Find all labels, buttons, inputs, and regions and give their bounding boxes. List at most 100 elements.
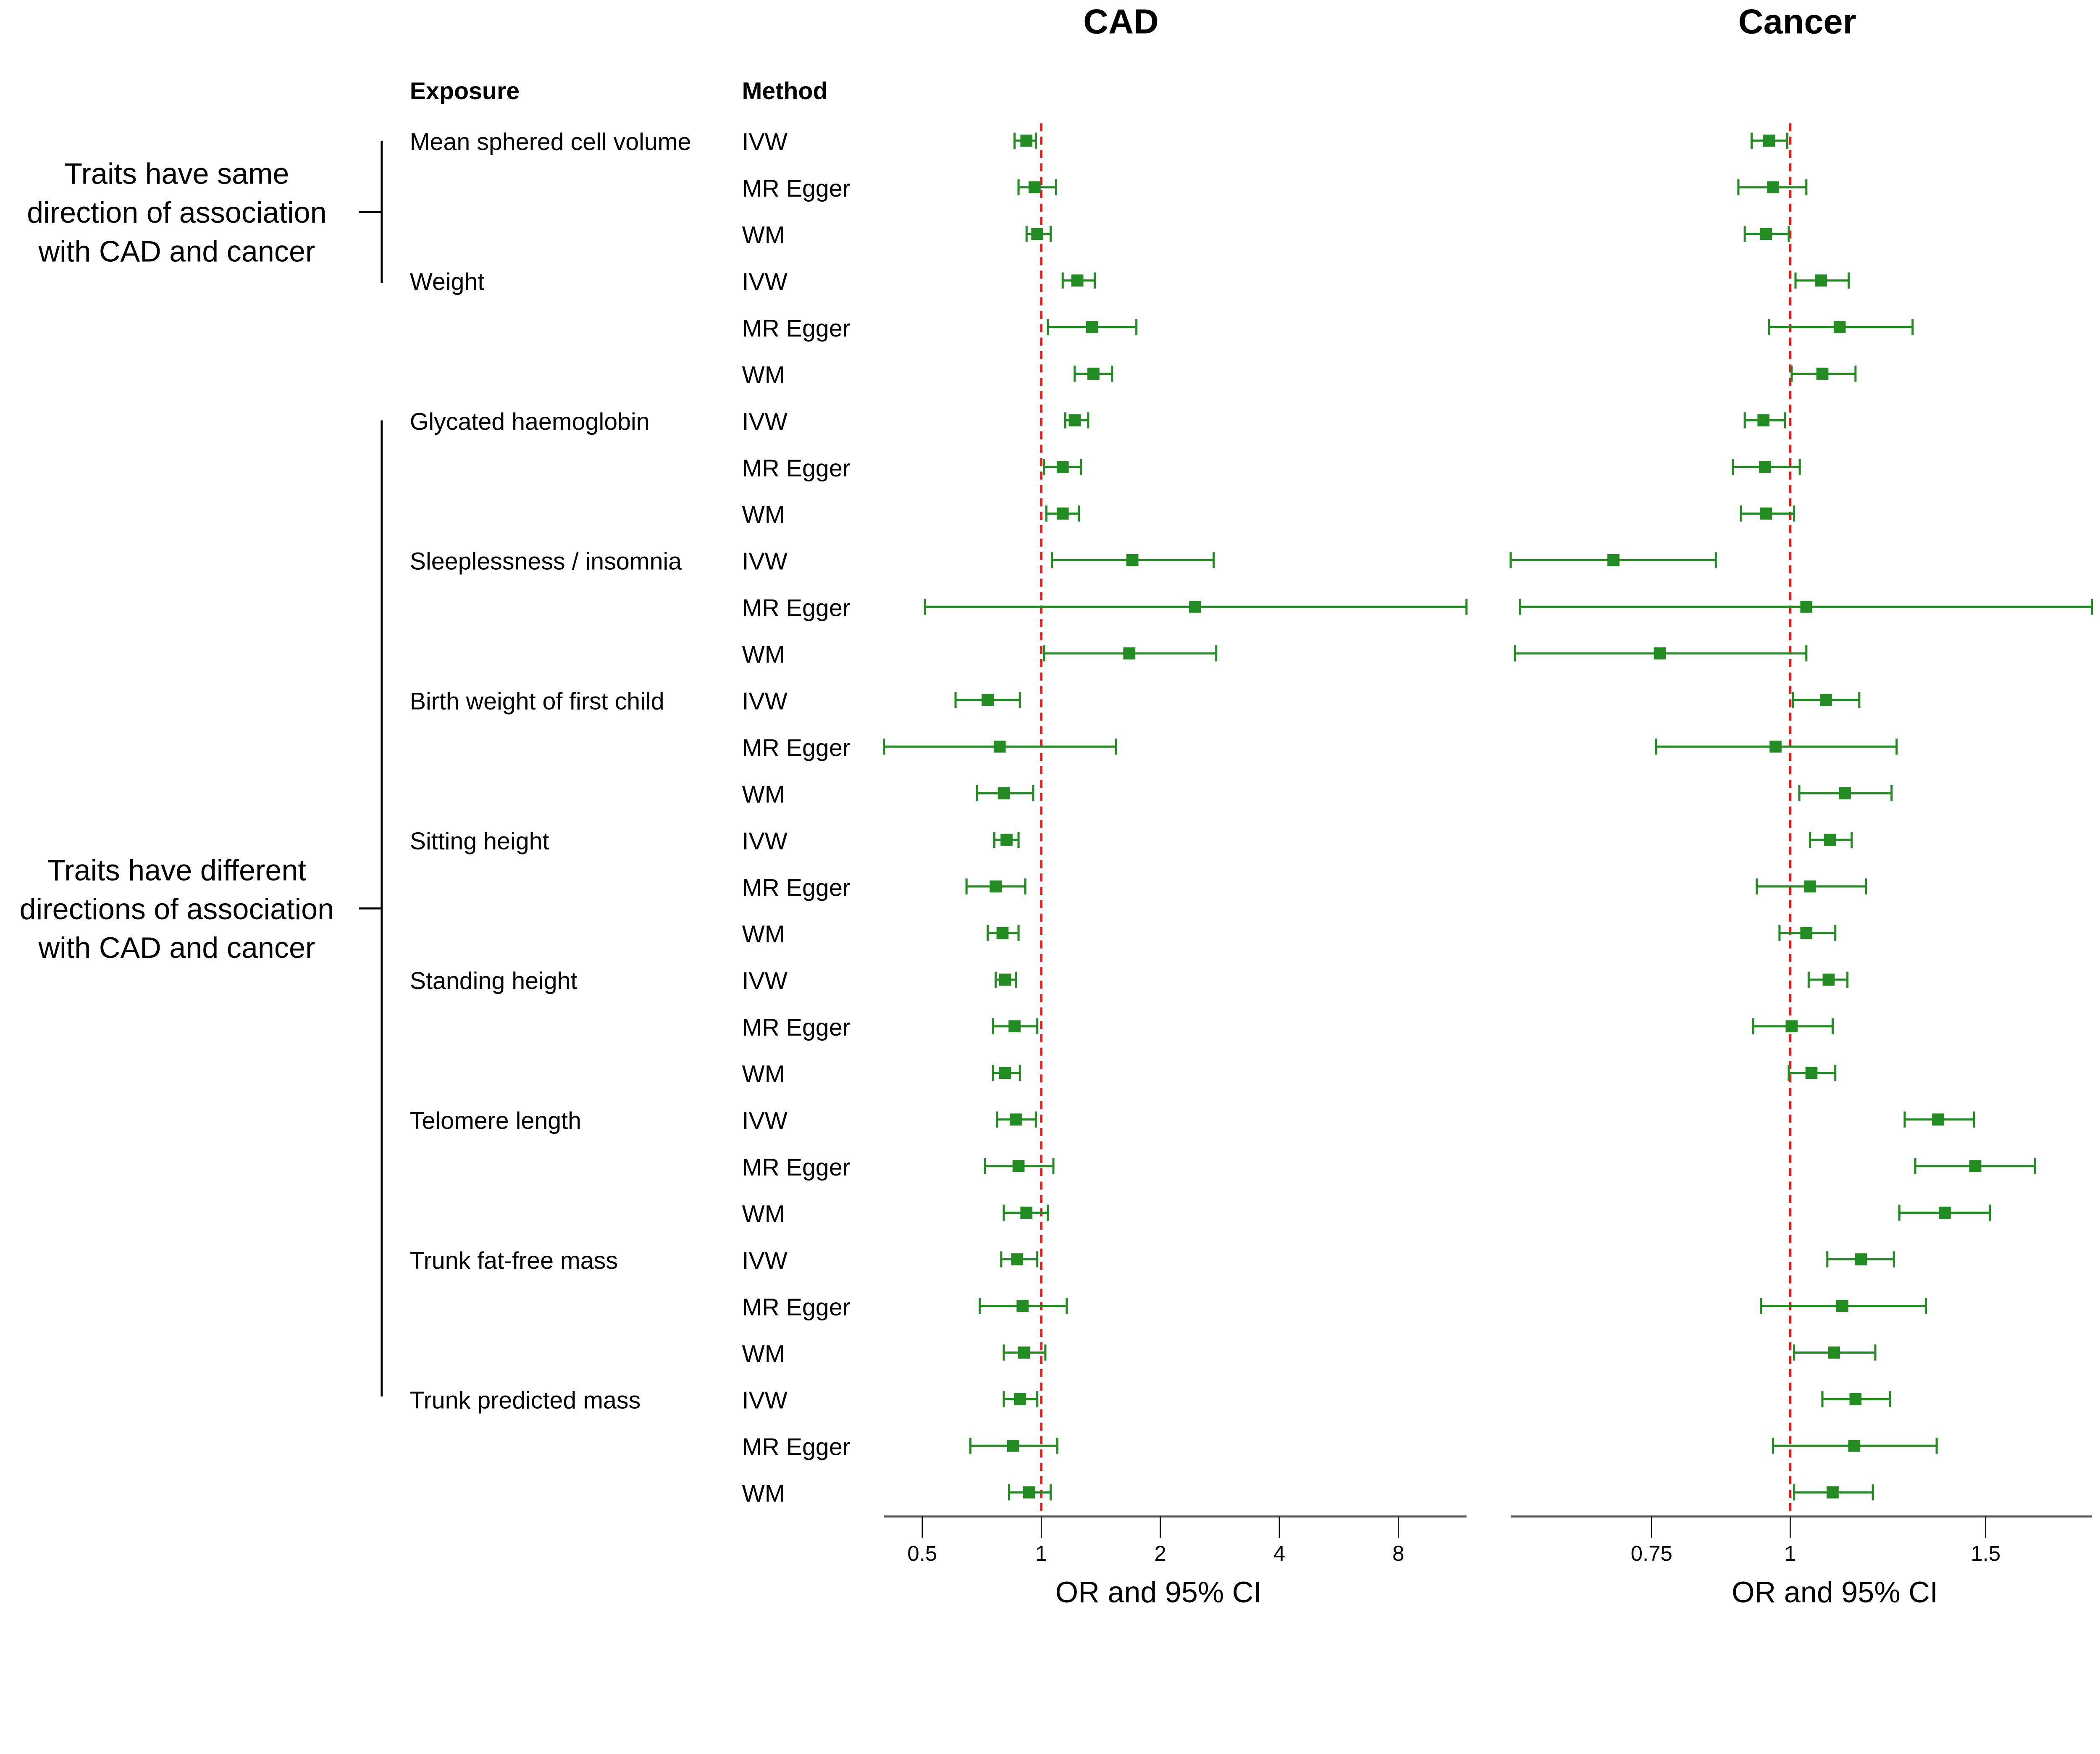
point-estimate	[1815, 274, 1827, 287]
exposure-label: Weight	[410, 268, 485, 295]
method-label: IVW	[742, 268, 788, 295]
method-label: WM	[742, 502, 785, 529]
point-estimate	[996, 927, 1009, 939]
estimate-row	[1903, 1111, 1975, 1128]
point-estimate	[1189, 600, 1201, 613]
point-estimate	[1018, 1346, 1030, 1359]
point-estimate	[1828, 1346, 1840, 1359]
exposure-label: Sitting height	[410, 828, 549, 855]
estimate-row	[995, 971, 1017, 988]
method-label: WM	[742, 222, 785, 249]
point-estimate	[1016, 1300, 1029, 1312]
estimate-row	[1750, 132, 1789, 149]
point-estimate	[1056, 508, 1069, 520]
estimate-row	[992, 1018, 1039, 1034]
estimate-row	[1003, 1391, 1039, 1407]
estimate-row	[1752, 1018, 1834, 1034]
method-label: WM	[742, 362, 785, 389]
x-tick-label: 8	[1392, 1541, 1404, 1565]
method-label: IVW	[742, 548, 788, 575]
group-label: Traits have same	[64, 157, 289, 190]
method-label: WM	[742, 1061, 785, 1088]
point-estimate	[993, 740, 1006, 753]
point-estimate	[1820, 694, 1832, 706]
point-estimate	[1848, 1439, 1861, 1452]
point-estimate	[1827, 1486, 1839, 1499]
estimate-row	[1807, 971, 1849, 988]
estimate-row	[1772, 1438, 1938, 1454]
exposure-label: Trunk predicted mass	[410, 1387, 641, 1414]
x-tick-label: 1	[1784, 1541, 1796, 1565]
estimate-row	[965, 878, 1026, 895]
method-label: WM	[742, 642, 785, 668]
panel-cancer: Cancer 0.75 1 1.5 OR and 95% CI	[1509, 2, 2093, 1609]
estimate-row	[1737, 179, 1808, 195]
estimate-row	[1051, 552, 1215, 568]
point-estimate	[1068, 414, 1081, 426]
method-label: WM	[742, 1481, 785, 1507]
method-label: IVW	[742, 1387, 788, 1414]
point-estimate	[1031, 228, 1044, 240]
estimate-row	[996, 1111, 1037, 1128]
point-estimate	[1020, 1207, 1033, 1219]
estimate-row	[969, 1438, 1058, 1454]
exposure-label: Telomere length	[410, 1107, 581, 1134]
estimate-row	[987, 925, 1020, 941]
point-estimate	[1029, 181, 1041, 194]
point-estimate	[1607, 554, 1620, 566]
point-estimate	[1086, 321, 1098, 333]
exposure-label: Trunk fat-free mass	[410, 1247, 618, 1274]
estimate-row	[1043, 459, 1082, 475]
estimate-row	[1732, 459, 1801, 475]
panel-cad: CAD 0.5 1 2 4 8 OR and 95% CI	[883, 2, 1468, 1609]
point-estimate	[998, 787, 1010, 799]
method-label: MR Egger	[742, 175, 850, 202]
estimate-row	[1013, 132, 1037, 149]
point-estimate	[1833, 321, 1846, 333]
point-estimate	[1816, 368, 1829, 380]
estimate-row	[883, 739, 1117, 755]
estimate-row	[1045, 505, 1080, 522]
point-estimate	[1939, 1207, 1951, 1219]
method-label: IVW	[742, 968, 788, 994]
method-label: MR Egger	[742, 1014, 850, 1041]
forest-plot: Exposure Method Mean sphered cell volume…	[20, 2, 2093, 1609]
method-label: MR Egger	[742, 455, 850, 482]
point-estimate	[1836, 1300, 1848, 1312]
estimate-row	[979, 1298, 1068, 1314]
point-estimate	[1763, 134, 1775, 147]
method-label: MR Egger	[742, 315, 850, 342]
point-estimate	[1757, 414, 1770, 426]
method-label: IVW	[742, 408, 788, 435]
estimate-row	[1008, 1484, 1052, 1501]
method-label: MR Egger	[742, 1294, 850, 1321]
method-label: MR Egger	[742, 1434, 850, 1461]
estimate-row	[1743, 226, 1790, 242]
estimate-row	[1003, 1204, 1049, 1221]
point-estimate	[1023, 1486, 1035, 1499]
method-label: IVW	[742, 828, 788, 855]
estimate-row	[1740, 505, 1796, 522]
estimate-row	[1760, 1298, 1927, 1314]
estimate-row	[1788, 1065, 1837, 1081]
estimate-row	[1793, 1484, 1874, 1501]
estimate-row	[1064, 412, 1089, 429]
estimate-row	[924, 599, 1468, 615]
estimate-row	[976, 785, 1034, 802]
estimate-row	[1017, 179, 1057, 195]
exposure-label: Sleeplessness / insomnia	[410, 548, 682, 575]
method-label: IVW	[742, 688, 788, 715]
point-estimate	[1071, 274, 1084, 287]
point-estimate	[1012, 1160, 1025, 1173]
estimate-row	[1793, 1344, 1877, 1361]
method-label: MR Egger	[742, 874, 850, 901]
point-estimate	[1087, 368, 1100, 380]
x-tick-label: 0.5	[907, 1541, 937, 1565]
point-estimate	[1760, 228, 1772, 240]
point-estimate	[990, 880, 1002, 893]
point-estimate	[1855, 1253, 1867, 1265]
column-header-method: Method	[742, 78, 828, 105]
estimate-row	[1826, 1251, 1895, 1268]
estimate-row	[1025, 226, 1052, 242]
estimate-row	[1794, 272, 1850, 289]
